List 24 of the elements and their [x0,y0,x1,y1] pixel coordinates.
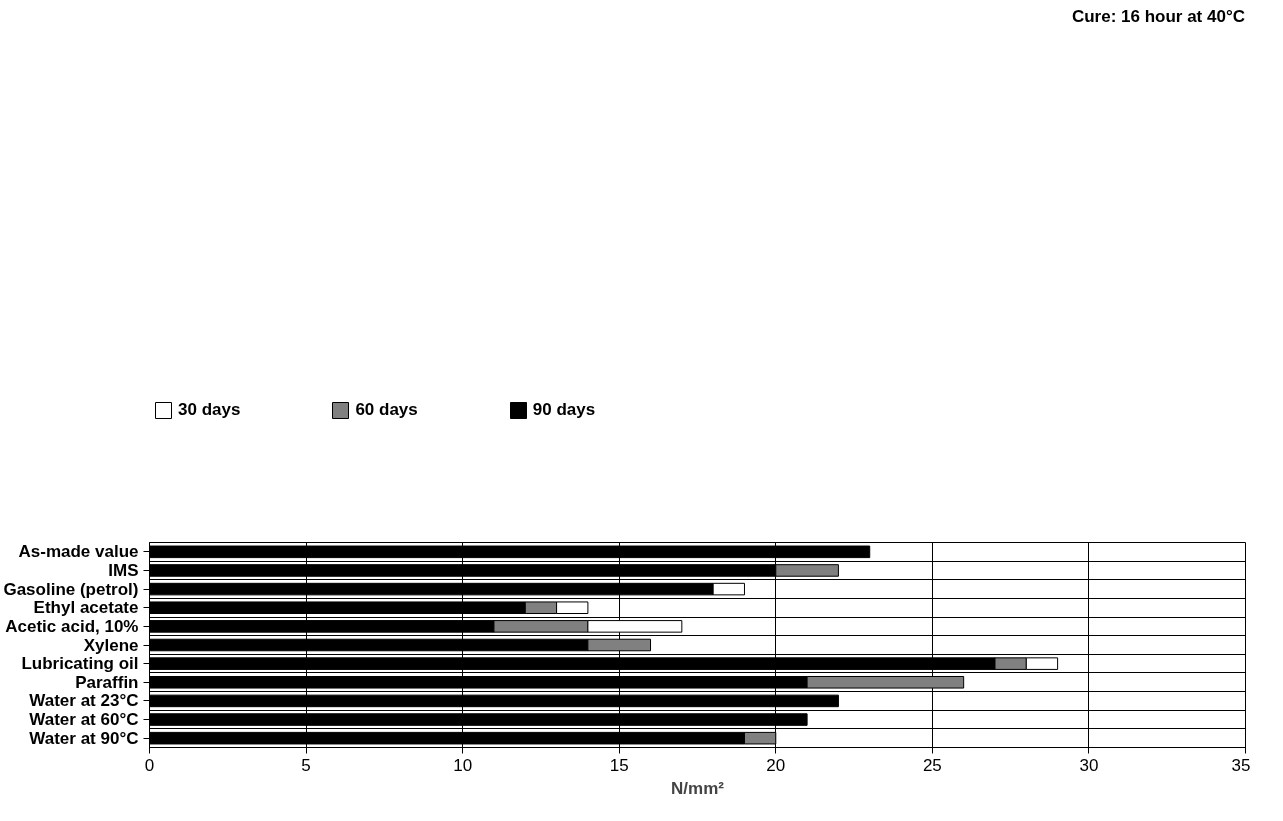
y-tick-label: Paraffin [75,672,139,692]
x-tick-label: 20 [766,755,786,775]
x-axis-title: N/mm² [671,778,725,798]
x-tick-label: 25 [922,755,942,775]
y-tick-label: Acetic acid, 10% [5,616,139,636]
legend-label: 60 days [355,400,418,420]
x-tick-label: 0 [144,755,155,775]
text: Cure: 16 hour at 40°C [1071,6,1245,28]
x-tick-label: 10 [453,755,473,775]
y-tick-label: Gasoline (petrol) [3,579,139,599]
x-tick-label: 15 [609,755,629,775]
y-tick-label: As-made value [18,542,139,562]
x-tick-label: 30 [1079,755,1099,775]
y-tick-label: IMS [108,560,139,580]
x-tick-label: 5 [301,755,311,775]
x-tick-label: 35 [1231,755,1251,775]
y-tick-label: Water at 60°C [29,710,139,730]
y-tick-label: Water at 23°C [29,691,139,711]
legend-label: 90 days [532,400,596,420]
y-tick-label: Water at 90°C [29,728,139,748]
legend-label: 30 days [178,400,241,420]
y-tick-label: Ethyl acetate [33,598,139,618]
y-tick-label: Lubricating oil [21,654,139,674]
y-tick-label: Xylene [83,635,139,655]
